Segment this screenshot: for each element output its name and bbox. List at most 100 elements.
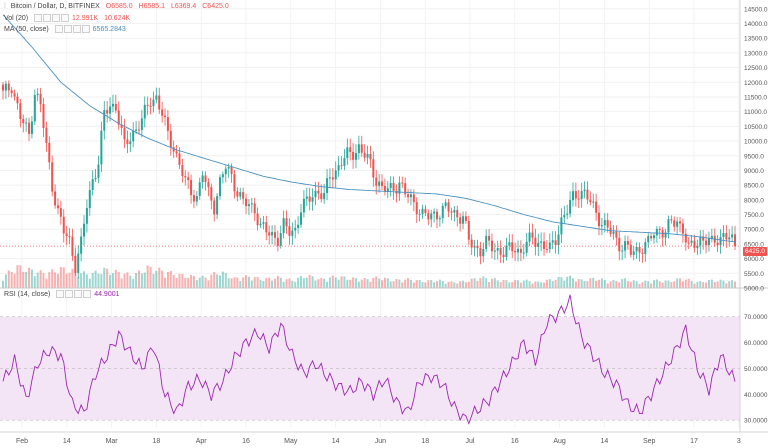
candle-body [100, 130, 103, 165]
candle-body [696, 245, 699, 249]
rsi-band [0, 316, 740, 421]
volume-bar [566, 276, 569, 288]
volume-bar [184, 277, 187, 288]
hide-indicator-button[interactable] [54, 25, 63, 33]
candle-body [722, 233, 725, 237]
volume-bar [528, 281, 531, 288]
candle-body [655, 228, 658, 236]
hide-indicator-button[interactable] [34, 14, 43, 22]
hide-indicator-button[interactable] [56, 290, 65, 298]
volume-bar [418, 279, 421, 288]
volume-bar [563, 280, 566, 288]
volume-bar [505, 280, 508, 288]
candle-body [485, 235, 488, 249]
volume-bar [603, 279, 606, 288]
candle-body [476, 245, 479, 249]
volume-bar [190, 275, 193, 288]
volume-bar [733, 281, 737, 288]
volume-bar [68, 272, 71, 288]
candle-body [407, 194, 410, 198]
settings-button[interactable] [43, 14, 52, 22]
volume-bar [135, 273, 138, 288]
candle-body [114, 103, 117, 111]
candle-body [340, 165, 343, 167]
candle-body [586, 189, 589, 200]
settings-button[interactable] [63, 25, 72, 33]
candle-body [412, 194, 415, 203]
volume-bar [702, 282, 705, 288]
volume-bar [624, 278, 627, 288]
candle-body [334, 170, 337, 180]
collapse-icon[interactable]: ⫶ [4, 3, 6, 10]
volume-bar [615, 280, 618, 288]
candle-body [467, 221, 470, 240]
volume-bar [216, 274, 219, 288]
volume-bar [508, 282, 511, 288]
candle-body [247, 204, 250, 207]
candle-body [109, 106, 112, 114]
candle-body [48, 142, 51, 163]
candle-body [33, 95, 36, 122]
volume-bar [123, 273, 126, 288]
candle-body [187, 177, 190, 181]
more-button[interactable] [83, 290, 92, 298]
volume-bar [522, 280, 525, 288]
candle-body [184, 176, 187, 178]
volume-bar [435, 281, 439, 288]
volume-bar [586, 281, 589, 288]
candle-body [386, 188, 389, 192]
volume-bar [19, 265, 22, 288]
volume-bar [259, 279, 262, 288]
candle-body [230, 167, 233, 174]
volume-bar [114, 269, 117, 288]
candle-body [137, 129, 140, 131]
volume-bar [192, 275, 195, 288]
candle-body [667, 219, 670, 233]
candle-body [690, 240, 693, 243]
volume-bar [143, 272, 146, 288]
volume-bar [621, 279, 624, 288]
candle-body [195, 195, 198, 202]
candle-body [502, 254, 505, 258]
time-tick-label: 3 [737, 438, 741, 445]
remove-indicator-button[interactable] [72, 25, 81, 33]
volume-bar [493, 278, 496, 288]
volume-bar [97, 273, 100, 288]
candle-body [74, 255, 77, 273]
candle-body [146, 104, 149, 106]
candle-body [603, 220, 606, 226]
price-tick-label: 13000.0 [744, 50, 768, 57]
volume-bar [462, 280, 465, 288]
rsi-legend: RSI (14, close) 44.9001 [4, 290, 124, 298]
candle-body [236, 191, 239, 197]
remove-indicator-button[interactable] [52, 14, 61, 22]
candle-body [401, 182, 404, 184]
volume-bar [262, 281, 265, 288]
candle-body [192, 195, 195, 202]
candle-body [710, 235, 713, 239]
candle-body [462, 216, 465, 224]
volume-bar [198, 277, 201, 288]
volume-bar [218, 275, 222, 288]
ohlc-low: L6369.4 [170, 3, 197, 10]
volume-bar [181, 273, 184, 288]
candle-body [479, 248, 482, 257]
candle-body [427, 213, 430, 220]
candle-body [299, 212, 303, 225]
candle-body [207, 182, 210, 188]
volume-bar [673, 281, 676, 288]
volume-bar [722, 280, 725, 288]
remove-indicator-button[interactable] [74, 290, 83, 298]
candle-body [360, 144, 363, 153]
more-button[interactable] [61, 14, 70, 22]
candle-body [354, 153, 357, 160]
settings-button[interactable] [65, 290, 74, 298]
volume-bar [589, 278, 592, 288]
candle-body [615, 231, 618, 238]
candle-body [693, 240, 696, 249]
volume-bar [415, 280, 418, 288]
ohlc-close: C6425.0 [202, 3, 229, 10]
more-button[interactable] [81, 25, 90, 33]
volume-bar [667, 280, 670, 288]
